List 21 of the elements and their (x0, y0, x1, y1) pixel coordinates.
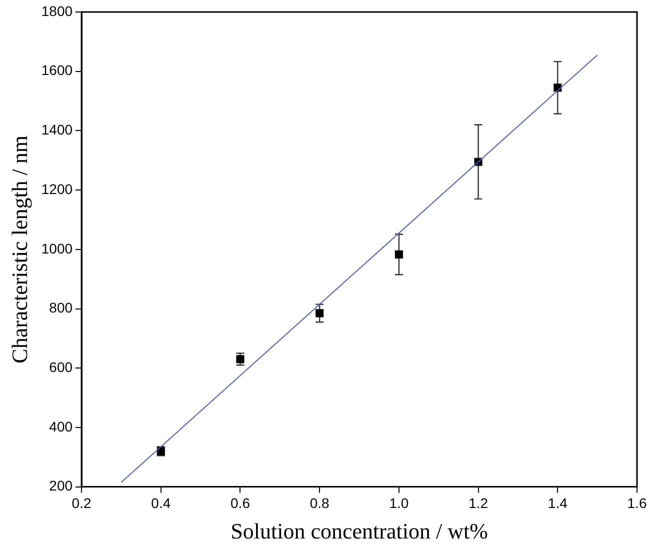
y-tick-label: 1200 (41, 180, 73, 197)
point (316, 309, 324, 318)
y-tick-label: 1000 (41, 240, 73, 256)
point (394, 250, 403, 258)
y-tick-label: 400 (49, 418, 73, 434)
y-tick-label: 800 (49, 300, 73, 316)
x-axis-title: Solution concentration / wt% (230, 518, 488, 544)
x-tick-label: 0.4 (151, 495, 171, 512)
y-axis-title: Characteristic length / nm (6, 135, 32, 364)
x-tick-label: 0.2 (72, 495, 92, 512)
x-tick-label: 1.2 (468, 495, 488, 512)
y-tick-label: 1400 (41, 122, 73, 138)
y-tick-label: 1800 (41, 2, 73, 19)
y-tick-label: 600 (49, 358, 73, 375)
x-tick-label: 0.8 (310, 495, 330, 512)
x-tick-label: 1.6 (627, 495, 647, 512)
y-tick-label: 200 (49, 478, 73, 494)
x-tick-label: 1.0 (389, 495, 409, 512)
y-tick-label: 1600 (41, 62, 73, 78)
x-tick-label: 0.6 (230, 495, 250, 512)
x-tick-label: 1.4 (548, 495, 568, 512)
